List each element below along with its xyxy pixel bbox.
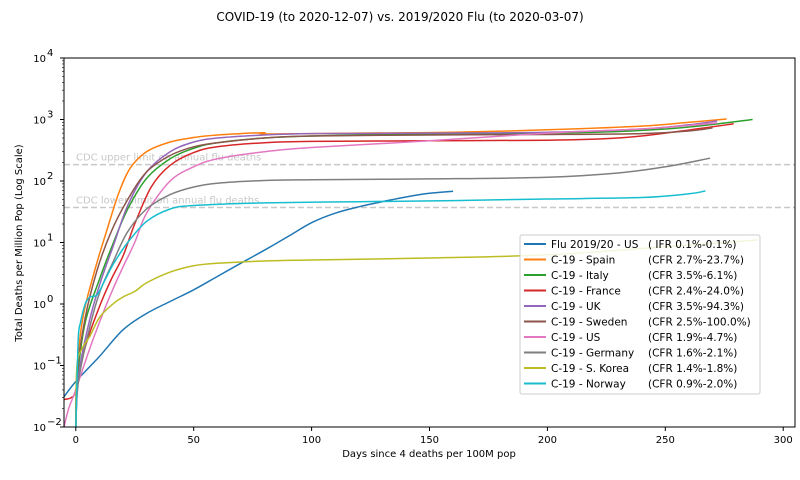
legend-note: (CFR 2.5%-100.0%)	[648, 317, 751, 329]
legend-note: (CFR 3.5%-94.3%)	[648, 301, 744, 313]
plot-area: CDC upper limit on annual flu deaths CDC …	[33, 48, 796, 446]
legend-note: (CFR 0.9%-2.0%)	[648, 379, 737, 391]
legend-label: C-19 - Spain	[551, 255, 615, 267]
y-tick-exponent: 0	[47, 294, 53, 305]
legend-note: (CFR 1.4%-1.8%)	[648, 363, 737, 375]
y-tick-exponent: 2	[47, 171, 53, 182]
y-tick-exponent: −2	[47, 417, 62, 428]
y-tick-label: 10	[33, 239, 46, 250]
legend-label: C-19 - US	[551, 332, 601, 344]
series-line-c-19-norway	[75, 190, 706, 427]
legend-note: (CFR 2.7%-23.7%)	[648, 255, 744, 267]
legend-note: (CFR 3.5%-6.1%)	[648, 270, 737, 282]
legend-box	[519, 234, 761, 395]
chart-title: COVID-19 (to 2020-12-07) vs. 2019/2020 F…	[216, 10, 583, 24]
y-tick-exponent: −1	[47, 356, 62, 367]
legend-note: ( IFR 0.1%-0.1%)	[648, 239, 736, 251]
y-tick-exponent: 4	[47, 48, 53, 59]
y-tick-label: 10	[33, 54, 46, 65]
legend-label: Flu 2019/20 - US	[551, 239, 639, 251]
y-tick-label: 10	[33, 423, 46, 434]
legend-note: (CFR 2.4%-24.0%)	[648, 286, 744, 298]
y-tick-exponent: 1	[47, 233, 53, 244]
y-axis-label: Total Deaths per Million Pop (Log Scale)	[14, 144, 25, 342]
x-tick-label: 100	[302, 435, 321, 446]
legend-label: C-19 - Italy	[551, 270, 609, 282]
legend-label: C-19 - Norway	[551, 379, 626, 391]
x-tick-label: 50	[187, 435, 200, 446]
legend-label: C-19 - Germany	[551, 348, 634, 360]
reference-line-label: CDC lower limit on annual flu deaths	[76, 196, 259, 207]
x-tick-label: 200	[538, 435, 557, 446]
y-tick-label: 10	[33, 177, 46, 188]
reference-line-label: CDC upper limit on annual flu deaths	[76, 153, 261, 164]
x-axis-label: Days since 4 deaths per 100M pop	[342, 449, 516, 460]
legend-note: (CFR 1.6%-2.1%)	[648, 348, 737, 360]
x-tick-label: 150	[420, 435, 439, 446]
series-line-c-19-s-korea	[75, 239, 758, 427]
legend-note: (CFR 1.9%-4.7%)	[648, 332, 737, 344]
legend-label: C-19 - S. Korea	[551, 363, 629, 375]
series-line-c-19-us	[64, 122, 718, 427]
legend-label: C-19 - Sweden	[551, 317, 627, 329]
series-line-c-19-sweden	[75, 127, 713, 427]
series-group	[64, 118, 758, 427]
x-tick-label: 0	[73, 435, 79, 446]
series-line-c-19-spain	[75, 118, 727, 427]
y-tick-exponent: 3	[47, 110, 53, 121]
y-tick-label: 10	[33, 300, 46, 311]
x-tick-label: 250	[656, 435, 675, 446]
legend-label: C-19 - France	[551, 286, 621, 298]
legend: Flu 2019/20 - US ( IFR 0.1%-0.1%) C-19 - S…	[519, 234, 761, 395]
y-tick-label: 10	[33, 116, 46, 127]
legend-label: C-19 - UK	[551, 301, 602, 313]
y-tick-label: 10	[33, 362, 46, 373]
x-tick-label: 300	[774, 435, 793, 446]
series-line-c-19-germany	[75, 157, 711, 427]
